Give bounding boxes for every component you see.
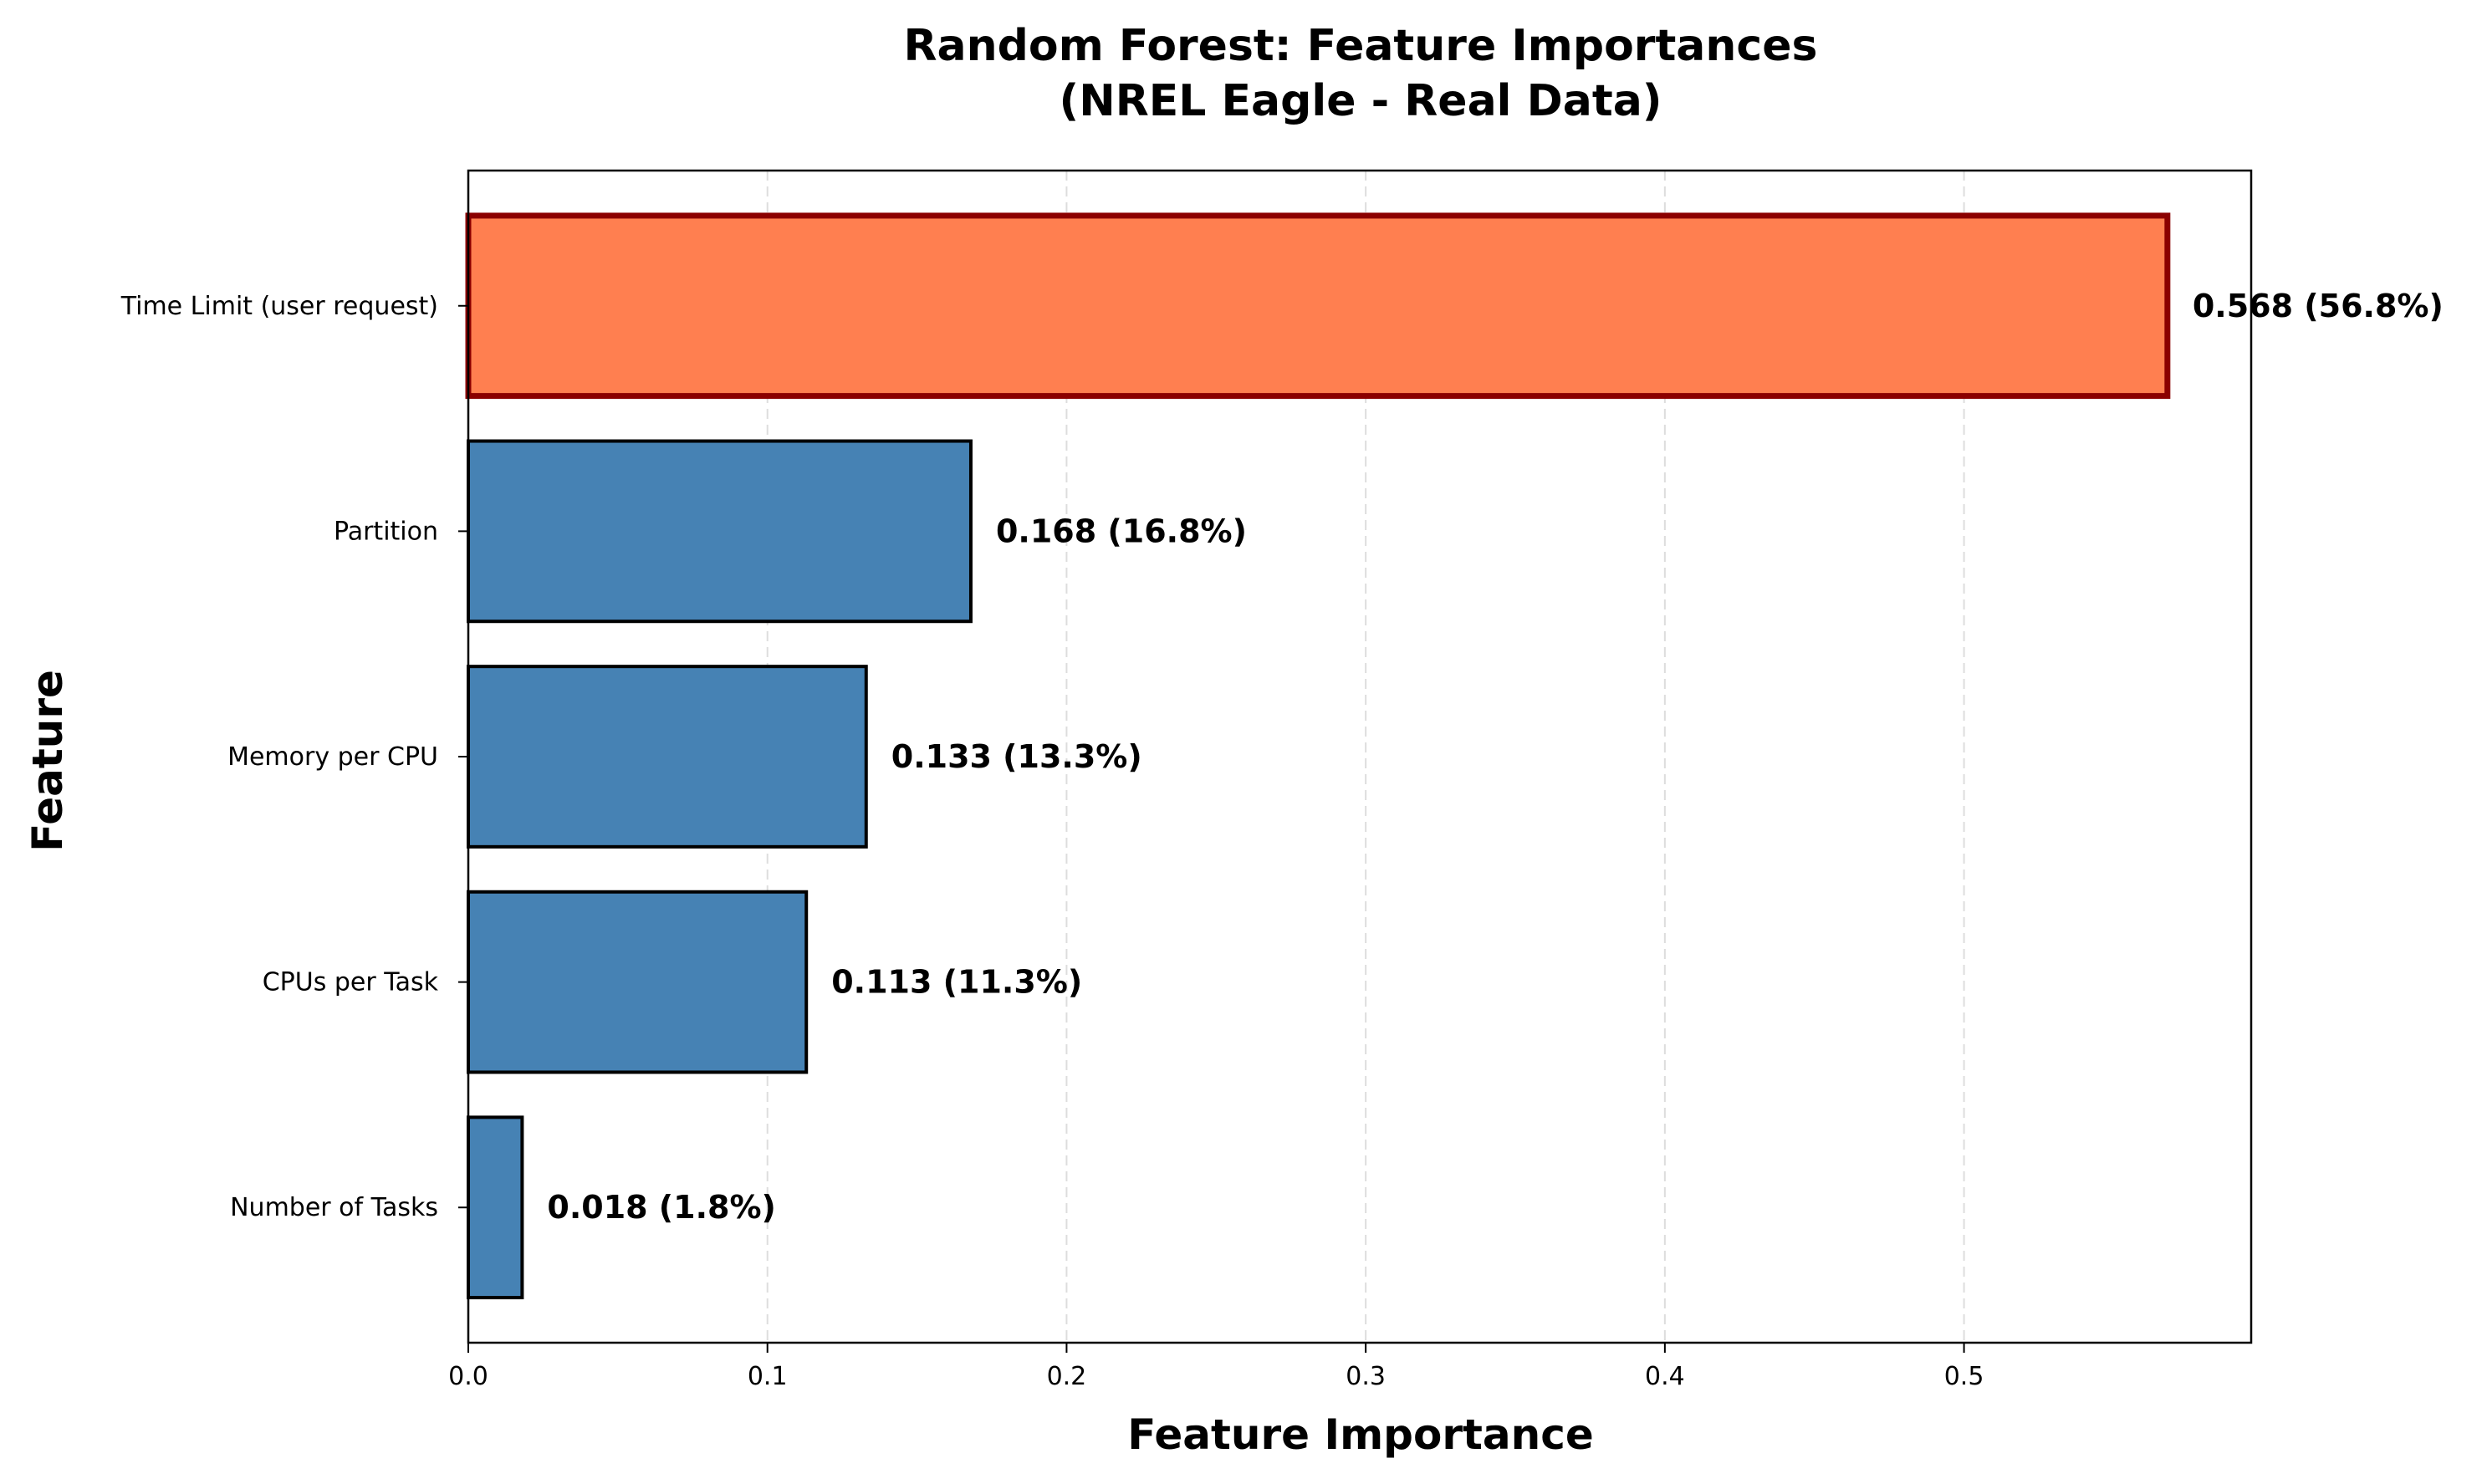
y-axis-label: Feature (23, 670, 72, 852)
bar-data-label: 0.113 (11.3%) (831, 964, 1082, 1001)
chart-title: Random Forest: Feature Importances (904, 21, 1818, 71)
bar-data-label: 0.133 (13.3%) (891, 738, 1142, 775)
x-tick-label: 0.5 (1944, 1362, 1984, 1391)
x-tick-label: 0.2 (1047, 1362, 1087, 1391)
bar-data-label: 0.018 (1.8%) (547, 1189, 776, 1226)
bar (465, 212, 2171, 400)
bar (467, 665, 868, 849)
bar-data-label: 0.568 (56.8%) (2193, 288, 2444, 324)
x-axis-label: Feature Importance (1127, 1410, 1594, 1459)
y-category-label: Partition (334, 517, 438, 546)
x-tick-label: 0.3 (1346, 1362, 1386, 1391)
y-category-label: Number of Tasks (230, 1193, 438, 1222)
y-category-label: Memory per CPU (227, 742, 438, 772)
bar-data-label: 0.168 (16.8%) (996, 513, 1247, 549)
bar (467, 1115, 524, 1300)
chart-subtitle: (NREL Eagle - Real Data) (1059, 76, 1662, 126)
bar (467, 439, 973, 624)
x-tick-label: 0.0 (448, 1362, 488, 1391)
y-category-label: CPUs per Task (263, 968, 439, 997)
ticks-layer: 0.0 0.1 0.2 0.3 0.4 0.5 0.568 (56.8%) Time Limi… (120, 288, 2444, 1391)
x-tick-label: 0.1 (748, 1362, 788, 1391)
bar (467, 890, 809, 1074)
y-category-label: Time Limit (user request) (120, 292, 438, 321)
bars-layer (465, 212, 2171, 1300)
x-tick-label: 0.4 (1645, 1362, 1685, 1391)
